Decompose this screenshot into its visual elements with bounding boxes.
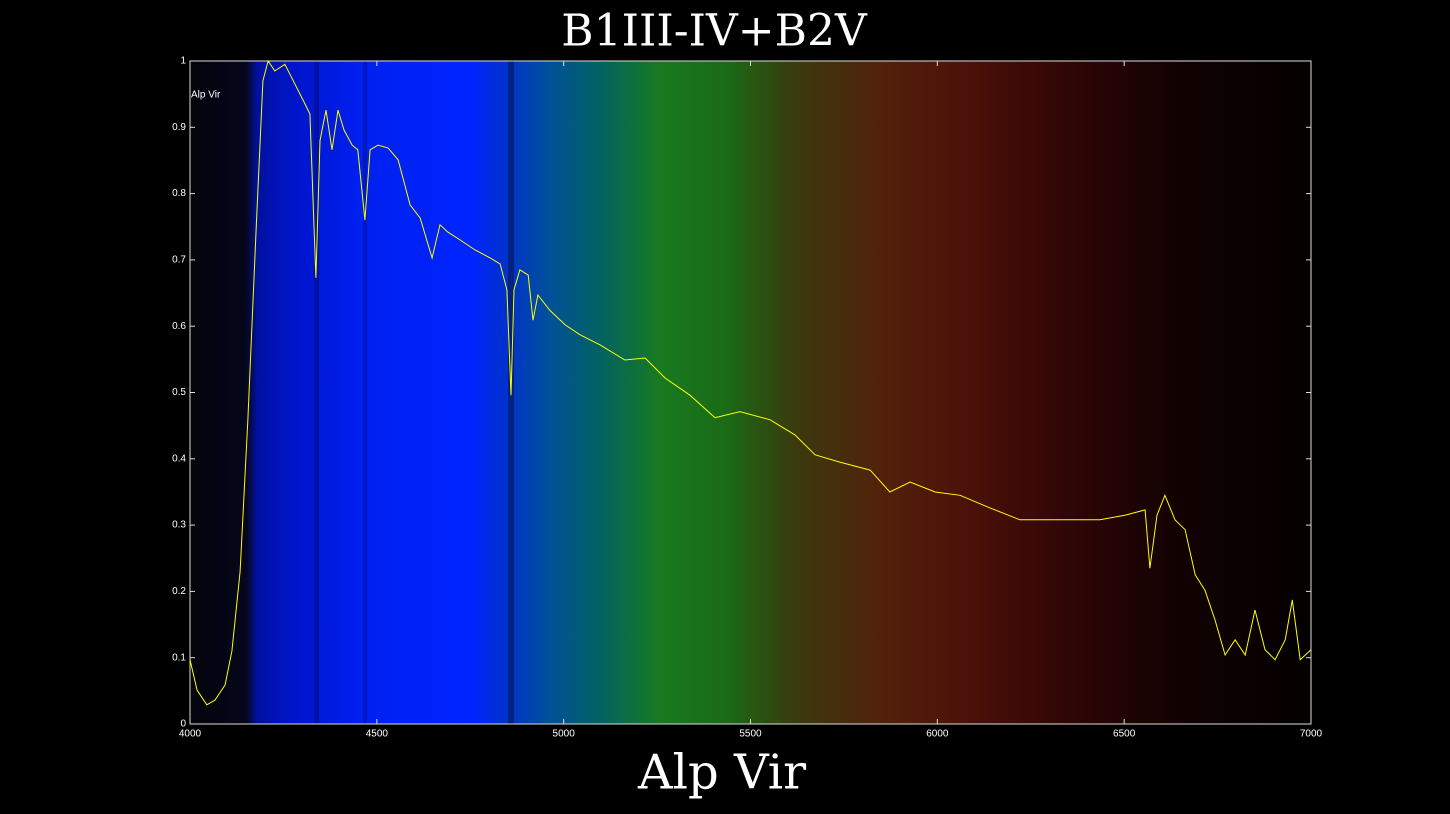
x-tick-label: 7000: [1300, 729, 1323, 740]
x-tick-label: 4500: [366, 729, 389, 740]
y-tick-label: 0.4: [172, 453, 186, 464]
y-tick-label: 0.2: [172, 586, 186, 597]
spectrum-background: [190, 61, 1311, 724]
y-tick-label: 0.1: [172, 652, 186, 663]
y-tick-label: 1: [180, 56, 186, 67]
y-tick-label: 0.5: [172, 387, 186, 398]
x-tick-label: 6000: [926, 729, 949, 740]
x-tick-label: 4000: [179, 729, 202, 740]
x-tick-label: 5000: [553, 729, 576, 740]
y-tick-label: 0.9: [172, 122, 186, 133]
x-tick-label: 5500: [739, 729, 762, 740]
y-tick-label: 0.3: [172, 520, 186, 531]
x-axis-label: Alp Vir: [637, 745, 806, 801]
y-tick-label: 0.8: [172, 188, 186, 199]
annotation: Alp Vir: [191, 90, 221, 101]
chart-title: B1III-IV+B2V: [561, 6, 868, 57]
x-tick-label: 6500: [1113, 729, 1136, 740]
y-tick-label: 0: [180, 719, 186, 730]
spectrum-line: [189, 59, 1312, 706]
absorption-band: [314, 61, 319, 724]
y-tick-label: 0.7: [172, 255, 186, 266]
absorption-band: [363, 61, 367, 724]
y-tick-label: 0.6: [172, 321, 186, 332]
